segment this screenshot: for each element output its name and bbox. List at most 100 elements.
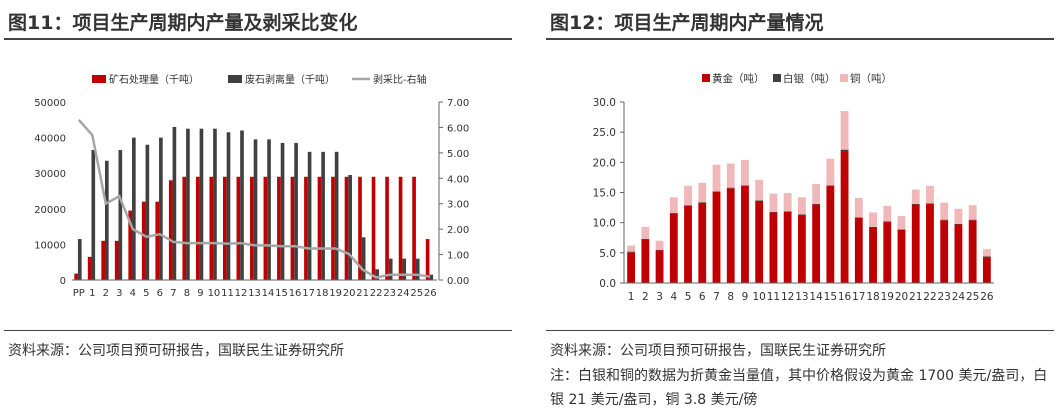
bar-gold-17 <box>854 217 863 283</box>
x-tick-label: 16 <box>838 291 852 303</box>
bar-waste-17 <box>307 151 312 280</box>
y-tick-label: 25.0 <box>593 127 616 139</box>
bar-ore-22 <box>371 176 376 280</box>
y-tick-label: 15.0 <box>593 188 616 200</box>
bar-gold-5 <box>684 205 692 283</box>
bar-gold-20 <box>897 229 906 283</box>
bar-gold-4 <box>669 213 678 283</box>
y-tick-label: 20000 <box>34 205 66 216</box>
bar-gold-13 <box>797 214 806 283</box>
bar-copper-21 <box>911 189 920 204</box>
x-tick-label: 5 <box>143 288 149 299</box>
bar-waste-2 <box>104 160 109 280</box>
bar-copper-10 <box>755 179 764 201</box>
x-tick-label: 26 <box>424 288 437 299</box>
x-tick-label: 9 <box>197 288 203 299</box>
bar-silver-4 <box>669 213 678 214</box>
bar-waste-5 <box>145 144 150 280</box>
bar-gold-2 <box>641 239 650 283</box>
x-tick-label: 23 <box>383 288 396 299</box>
x-tick-label: 14 <box>809 291 823 303</box>
bar-ore-5 <box>141 201 146 280</box>
x-tick-label: 4 <box>670 291 677 303</box>
bar-copper-25 <box>968 205 977 220</box>
bar-ore-23 <box>385 176 389 280</box>
bar-silver-3 <box>655 249 664 251</box>
bar-silver-5 <box>684 205 692 206</box>
x-tick-label: 14 <box>262 288 275 299</box>
bar-ore-1 <box>87 256 92 280</box>
x-tick-label: 3 <box>116 288 122 299</box>
bar-copper-3 <box>655 240 664 250</box>
bar-silver-6 <box>698 202 707 203</box>
right-figure-title: 图12：项目生产周期内产量情况 <box>550 12 824 34</box>
legend-label: 废石剥离量（千吨） <box>245 73 335 86</box>
x-tick-label: 26 <box>980 291 994 303</box>
bar-copper-7 <box>712 164 721 192</box>
legend-label: 剥采比-右轴 <box>373 73 427 86</box>
bar-gold-25 <box>968 220 977 283</box>
bar-gold-15 <box>826 185 835 283</box>
bar-copper-17 <box>854 197 863 218</box>
x-tick-label: 1 <box>89 288 95 299</box>
x-tick-label: 21 <box>909 291 922 303</box>
bar-gold-7 <box>712 191 721 283</box>
y-tick-label: 0 <box>60 276 66 287</box>
x-tick-label: 13 <box>795 291 808 303</box>
bar-waste-11 <box>226 132 231 280</box>
x-tick-label: 2 <box>642 291 649 303</box>
bar-ore-18 <box>317 176 322 280</box>
bar-gold-18 <box>869 227 877 283</box>
bar-ore-24 <box>398 176 403 280</box>
left-figure-title: 图11：项目生产周期内产量及剥采比变化 <box>8 12 358 34</box>
bar-ore-25 <box>412 176 416 280</box>
x-tick-label: 5 <box>685 291 692 303</box>
strip-ratio-line <box>77 118 431 279</box>
x-tick-label: 6 <box>699 291 706 303</box>
x-tick-label: 17 <box>302 288 315 299</box>
bar-ore-16 <box>290 176 295 280</box>
x-tick-label: 10 <box>208 288 221 299</box>
y2-tick-label: 2.00 <box>447 225 469 236</box>
bar-waste-23 <box>388 258 393 280</box>
x-tick-label: 25 <box>410 288 423 299</box>
x-tick-label: 1 <box>628 291 635 303</box>
bar-waste-22 <box>375 269 380 280</box>
bar-ore-13 <box>250 176 254 280</box>
bar-waste-7 <box>172 126 177 280</box>
x-tick-label: 21 <box>356 288 369 299</box>
bar-silver-2 <box>641 238 650 240</box>
x-tick-label: 18 <box>866 291 879 303</box>
bar-ore-7 <box>168 180 173 280</box>
bar-silver-8 <box>726 187 735 189</box>
bar-silver-25 <box>968 219 977 221</box>
bar-ore-9 <box>195 176 200 280</box>
bar-ore-6 <box>155 201 160 280</box>
bar-copper-14 <box>812 184 821 204</box>
bar-waste-3 <box>118 150 123 280</box>
left-figure-panel: 图11：项目生产周期内产量及剥采比变化 矿石处理量（千吨） 废石剥离量（千吨） 剥采… <box>0 0 520 418</box>
bar-silver-15 <box>826 185 835 186</box>
bar-gold-22 <box>926 203 934 283</box>
bar-gold-10 <box>755 200 764 283</box>
x-tick-label: 9 <box>742 291 749 303</box>
y2-tick-label: 1.00 <box>447 251 469 262</box>
bar-copper-6 <box>698 182 707 203</box>
bar-gold-8 <box>726 188 735 283</box>
bar-copper-24 <box>954 208 963 224</box>
x-tick-label: 22 <box>370 288 383 299</box>
bar-gold-1 <box>627 252 636 283</box>
y-tick-label: 5.0 <box>599 248 616 260</box>
bar-gold-12 <box>783 211 792 283</box>
bar-gold-6 <box>698 202 707 283</box>
metal-output-chart: 黄金（吨） 白银（吨） 铜（吨） 0.0 5.0 10.0 15.0 20.0 25.0 30.0… <box>593 72 994 303</box>
right-footnote: 注：白银和铜的数据为折黄金当量值，其中价格假设为黄金 1700 美元/盎司，白银… <box>550 368 1048 408</box>
x-tick-label: 24 <box>952 291 966 303</box>
bar-waste-10 <box>213 128 217 280</box>
bar-silver-23 <box>940 219 949 221</box>
bar-copper-20 <box>897 216 906 230</box>
bar-gold-23 <box>940 220 949 283</box>
x-tick-label: 20 <box>895 291 908 303</box>
x-tick-label: 24 <box>397 288 410 299</box>
x-tick-label: 15 <box>824 291 837 303</box>
